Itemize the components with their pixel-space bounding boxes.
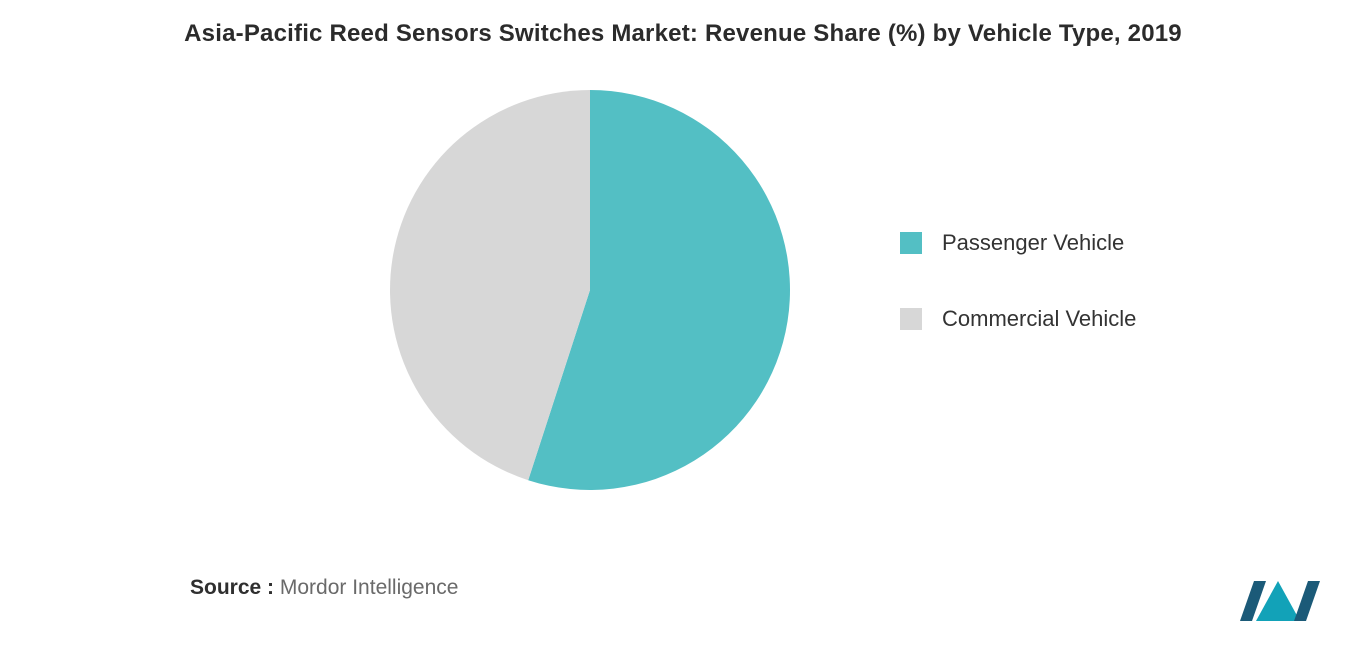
source-text: Mordor Intelligence (280, 576, 459, 599)
pie-svg (380, 80, 800, 500)
legend-item-commercial: Commercial Vehicle (900, 306, 1220, 332)
legend-item-passenger: Passenger Vehicle (900, 230, 1220, 256)
legend-swatch-icon (900, 232, 922, 254)
chart-card: Asia-Pacific Reed Sensors Switches Marke… (0, 0, 1366, 655)
source-prefix: Source : (190, 576, 274, 599)
legend-swatch-icon (900, 308, 922, 330)
mordor-logo-icon (1236, 575, 1326, 625)
legend-label: Passenger Vehicle (942, 230, 1124, 256)
source-line: Source : Mordor Intelligence (190, 576, 458, 600)
legend-label: Commercial Vehicle (942, 306, 1136, 332)
legend: Passenger Vehicle Commercial Vehicle (900, 230, 1220, 382)
chart-title: Asia-Pacific Reed Sensors Switches Marke… (0, 20, 1366, 48)
pie-chart (380, 80, 800, 500)
